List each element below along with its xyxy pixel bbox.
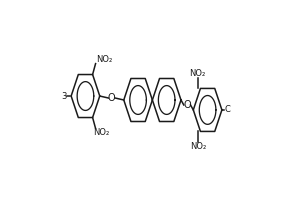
Text: O: O (108, 93, 116, 103)
Text: NO₂: NO₂ (94, 128, 110, 137)
Text: NO₂: NO₂ (189, 69, 206, 78)
Text: NO₂: NO₂ (96, 55, 112, 64)
Text: NO₂: NO₂ (190, 142, 207, 151)
Text: C: C (225, 105, 231, 114)
Text: O: O (183, 100, 191, 110)
Text: 3: 3 (61, 92, 66, 101)
